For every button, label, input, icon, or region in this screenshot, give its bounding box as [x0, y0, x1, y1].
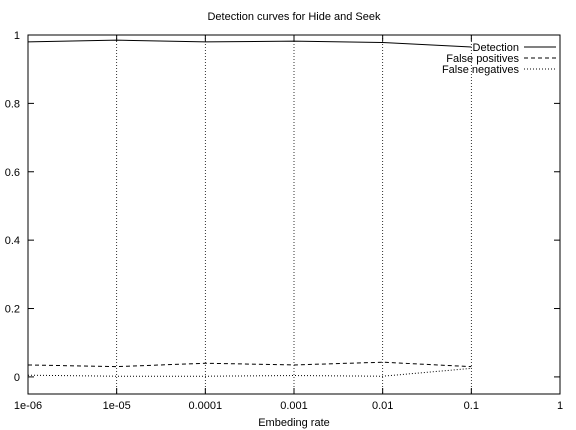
- legend-label-false-positives: False positives: [446, 53, 519, 65]
- y-tick-label-2: 0.4: [5, 235, 20, 247]
- tick-layer: 1e-06 1e-05 0.0001 0.001 0.01 0.1 1 0 0.2 0.4 0.6 0…: [5, 30, 563, 412]
- x-axis-label: Embeding rate: [258, 417, 330, 429]
- x-tick-label-1: 1e-05: [103, 400, 131, 412]
- x-tick-label-5: 0.1: [464, 400, 479, 412]
- legend-label-detection: Detection: [473, 42, 519, 54]
- plot-frame: [27, 34, 561, 395]
- series-line-detection: [27, 39, 472, 48]
- y-tick-label-0: 0: [14, 372, 20, 384]
- y-tick-label-4: 0.8: [5, 98, 20, 110]
- series-line-false-positives: [27, 361, 472, 368]
- x-tick-label-2: 0.0001: [189, 400, 223, 412]
- x-tick-label-6: 1: [557, 400, 563, 412]
- series-line-false-negatives: [27, 367, 472, 377]
- series-layer: [27, 39, 472, 377]
- y-tick-label-3: 0.6: [5, 167, 20, 179]
- x-tick-label-3: 0.001: [280, 400, 308, 412]
- x-tick-label-0: 1e-06: [14, 400, 42, 412]
- grid-layer: [116, 35, 472, 394]
- y-tick-label-1: 0.2: [5, 304, 20, 316]
- chart-title: Detection curves for Hide and Seek: [207, 11, 381, 23]
- x-tick-label-4: 0.01: [372, 400, 393, 412]
- y-tick-label-5: 1: [14, 30, 20, 42]
- legend-label-false-negatives: False negatives: [442, 64, 520, 76]
